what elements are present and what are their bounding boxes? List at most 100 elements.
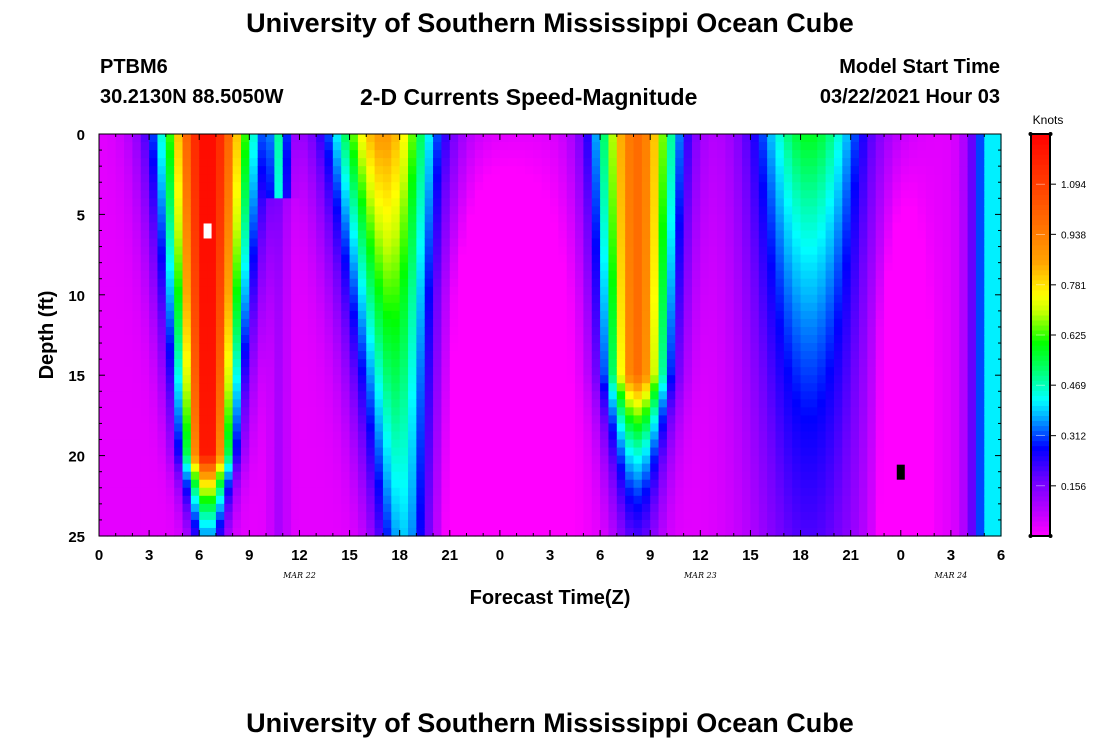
heatmap-cell: [224, 391, 234, 400]
heatmap-cell: [466, 326, 476, 336]
heatmap-cell: [266, 343, 275, 352]
heatmap-cell: [291, 246, 301, 256]
heatmap-cell: [224, 190, 234, 199]
heatmap-cell: [875, 150, 885, 159]
station-id: PTBM6: [100, 56, 168, 78]
heatmap-cell: [808, 423, 818, 433]
heatmap-cell: [374, 359, 384, 368]
heatmap-cell: [441, 335, 451, 344]
heatmap-cell: [107, 439, 117, 449]
heatmap-cell: [366, 214, 376, 224]
heatmap-cell: [416, 503, 426, 513]
heatmap-cell: [332, 423, 342, 433]
heatmap-cell: [533, 302, 543, 312]
heatmap-cell: [541, 190, 551, 199]
heatmap-cell: [925, 359, 935, 368]
heatmap-cell: [466, 166, 476, 175]
heatmap-cell: [174, 294, 184, 304]
heatmap-cell: [499, 182, 509, 191]
heatmap-cell: [499, 190, 509, 199]
heatmap-cell: [533, 134, 543, 143]
heatmap-cell: [917, 399, 927, 408]
heatmap-cell: [516, 487, 526, 497]
heatmap-cell: [767, 286, 777, 296]
heatmap-cell: [491, 214, 501, 224]
heatmap-cell: [483, 286, 493, 296]
heatmap-cell: [875, 286, 885, 296]
heatmap-cell: [742, 415, 752, 425]
heatmap-cell: [884, 230, 894, 240]
heatmap-cell: [783, 503, 793, 513]
heatmap-cell: [892, 367, 902, 376]
heatmap-cell: [600, 359, 610, 368]
heatmap-cell: [165, 318, 175, 328]
heatmap-cell: [107, 166, 117, 175]
heatmap-cell: [341, 142, 351, 151]
heatmap-cell: [875, 238, 885, 248]
heatmap-cell: [900, 431, 910, 441]
heatmap-cell: [783, 407, 793, 416]
heatmap-cell: [224, 335, 234, 344]
heatmap-cell: [157, 198, 167, 207]
heatmap-cell: [625, 415, 635, 425]
heatmap-cell: [717, 479, 726, 489]
heatmap-cell: [124, 351, 134, 360]
heatmap-cell: [808, 407, 818, 416]
heatmap-cell: [207, 479, 217, 489]
heatmap-cell: [717, 359, 726, 368]
heatmap-cell: [575, 190, 585, 199]
heatmap-cell: [833, 166, 843, 175]
heatmap-cell: [817, 487, 827, 497]
heatmap-cell: [750, 294, 760, 304]
heatmap-cell: [750, 262, 760, 272]
heatmap-cell: [775, 182, 785, 191]
heatmap-cell: [633, 270, 643, 280]
heatmap-cell: [650, 495, 660, 505]
heatmap-cell: [408, 351, 417, 360]
heatmap-cell: [742, 318, 752, 328]
heatmap-cell: [149, 423, 159, 433]
heatmap-cell: [658, 367, 668, 376]
heatmap-cell: [207, 503, 217, 513]
heatmap-cell: [291, 495, 301, 505]
heatmap-cell: [842, 407, 852, 416]
heatmap-cell: [524, 262, 534, 272]
heatmap-cell: [282, 343, 292, 352]
heatmap-cell: [149, 519, 159, 529]
heatmap-cell: [909, 150, 919, 159]
heatmap-cell: [817, 351, 827, 360]
heatmap-cell: [583, 367, 593, 376]
heatmap-cell: [524, 326, 534, 336]
heatmap-cell: [382, 198, 392, 207]
heatmap-cell: [182, 391, 192, 400]
heatmap-cell: [550, 447, 559, 457]
heatmap-cell: [575, 471, 585, 481]
heatmap-cell: [149, 294, 159, 304]
heatmap-cell: [516, 318, 526, 328]
heatmap-cell: [491, 407, 501, 416]
heatmap-cell: [591, 326, 601, 336]
heatmap-cell: [600, 351, 610, 360]
heatmap-cell: [892, 326, 902, 336]
heatmap-cell: [366, 238, 376, 248]
heatmap-cell: [792, 479, 802, 489]
heatmap-cell: [842, 471, 852, 481]
heatmap-cell: [725, 158, 735, 167]
heatmap-cell: [708, 447, 718, 457]
heatmap-cell: [641, 206, 651, 215]
heatmap-cell: [408, 246, 417, 256]
heatmap-cell: [215, 182, 225, 191]
heatmap-cell: [875, 367, 885, 376]
heatmap-cell: [274, 527, 284, 537]
heatmap-cell: [808, 198, 818, 207]
heatmap-cell: [533, 238, 543, 248]
heatmap-cell: [683, 182, 693, 191]
heatmap-cell: [750, 286, 760, 296]
heatmap-cell: [282, 318, 292, 328]
heatmap-cell: [608, 310, 618, 320]
heatmap-cell: [483, 415, 493, 425]
heatmap-cell: [182, 343, 192, 352]
heatmap-cell: [132, 479, 142, 489]
heatmap-cell: [274, 359, 284, 368]
heatmap-cell: [190, 182, 200, 191]
